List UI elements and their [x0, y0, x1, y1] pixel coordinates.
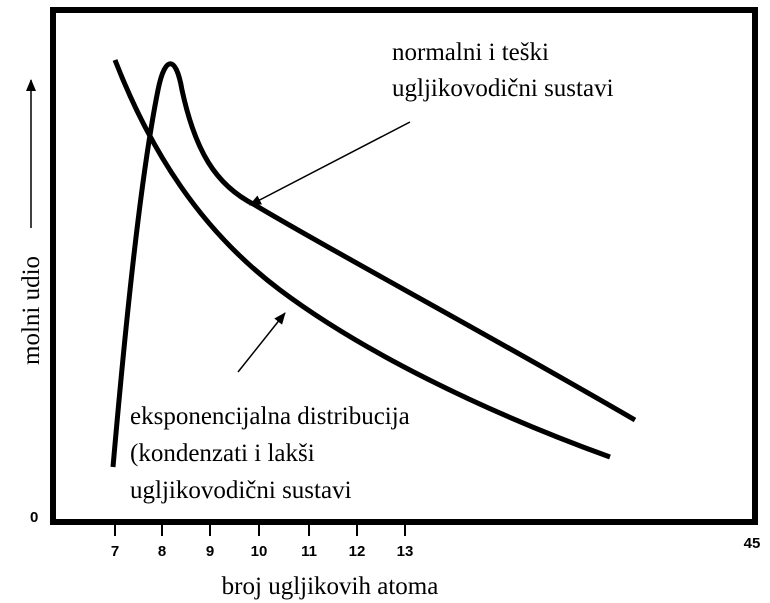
- normal-curve: [110, 61, 637, 468]
- exponential-curve: [112, 59, 611, 460]
- annotation-arrow: [249, 121, 411, 206]
- annotation-text: (kondenzati i lakši: [130, 440, 315, 467]
- x-tick-label: 10: [251, 543, 268, 560]
- annotation-text: eksponencijalna distribucija: [130, 403, 410, 430]
- x-tick-label: 8: [158, 543, 166, 560]
- y-axis-label: molni udio: [18, 256, 45, 365]
- x-axis-label: broj ugljikovih atoma: [222, 573, 439, 600]
- x-ticks: [114, 525, 406, 536]
- x-tick-label: 13: [397, 543, 414, 560]
- annotation-text: ugljikovodični sustavi: [130, 477, 352, 504]
- annotation-arrow: [237, 312, 286, 373]
- annotation-text: normalni i teški: [392, 39, 549, 66]
- x-tick-label: 11: [301, 543, 317, 560]
- frame: [50, 7, 758, 525]
- x-tick-label: 45: [744, 535, 761, 552]
- x-tick-label: 7: [111, 543, 119, 560]
- y-origin-label: 0: [30, 509, 38, 526]
- annotation-text: ugljikovodični sustavi: [392, 75, 614, 102]
- x-tick-label: 12: [349, 543, 366, 560]
- x-tick-label: 9: [206, 543, 214, 560]
